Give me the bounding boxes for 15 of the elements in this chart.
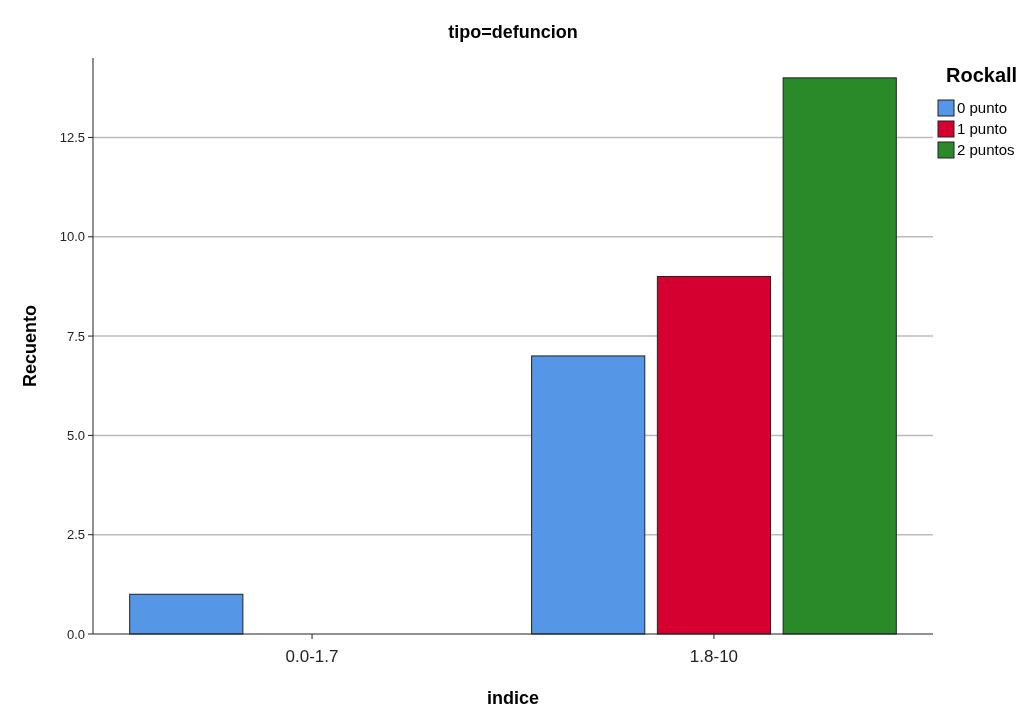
legend-label: 1 punto [957,120,1008,137]
x-axis-title: indice [486,688,540,706]
x-tick-label: 1.8-10 [689,647,739,666]
legend-title: Rockall [946,64,1018,86]
chart-title: tipo=defuncion [448,22,578,42]
x-tick-label: 0.0-1.7 [285,647,339,666]
y-tick-label: 2.5 [66,527,85,543]
y-tick-label: 12.5 [59,130,85,145]
legend-label: 2 puntos [957,141,1015,158]
y-tick-label: 10.0 [59,229,85,245]
y-axis-title: Recuento [20,304,40,388]
y-tick-label: 0.0 [66,626,85,642]
y-tick-label: 5.0 [66,427,85,443]
y-tick-label: 7.5 [66,328,85,344]
legend-label: 0 punto [957,99,1008,116]
